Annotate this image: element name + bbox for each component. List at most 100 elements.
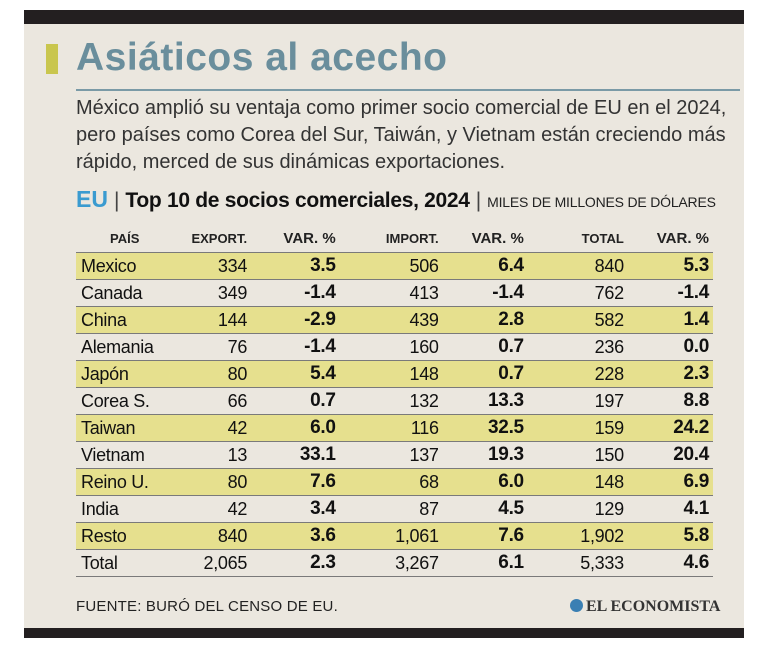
cell-import-var: 6.4 bbox=[442, 252, 528, 280]
cell-export: 80 bbox=[173, 360, 252, 388]
bottom-border-bar bbox=[24, 628, 744, 638]
cell-total: 582 bbox=[527, 306, 628, 334]
cell-export: 66 bbox=[173, 387, 252, 415]
header-country: PAÍS bbox=[110, 230, 140, 246]
cell-import: 160 bbox=[339, 333, 443, 361]
cell-total: 762 bbox=[527, 279, 628, 307]
heading-eu: EU bbox=[76, 186, 108, 212]
cell-total: 5,333 bbox=[527, 549, 628, 577]
subtitle-text: México amplió su ventaja como primer soc… bbox=[76, 97, 727, 173]
cell-import-var: 2.8 bbox=[442, 306, 528, 334]
table-row: Alemania 76 -1.4 160 0.7 236 0.0 bbox=[76, 333, 713, 361]
cell-import: 132 bbox=[339, 387, 443, 415]
table-row: Reino U. 80 7.6 68 6.0 148 6.9 bbox=[76, 468, 713, 496]
table-row: Taiwan 42 6.0 116 32.5 159 24.2 bbox=[76, 414, 713, 442]
table-row: Resto 840 3.6 1,061 7.6 1,902 5.8 bbox=[76, 522, 713, 550]
cell-country: Vietnam bbox=[76, 441, 174, 469]
logo-text: EL ECONOMISTA bbox=[586, 598, 721, 615]
cell-export-var: 3.4 bbox=[251, 495, 340, 523]
cell-total-var: 24.2 bbox=[627, 414, 713, 442]
cell-country: Alemania bbox=[76, 333, 174, 361]
cell-country: India bbox=[76, 495, 174, 523]
table-row: Mexico 334 3.5 506 6.4 840 5.3 bbox=[76, 252, 713, 280]
cell-export-var: -1.4 bbox=[251, 333, 340, 361]
cell-export-var: 5.4 bbox=[251, 360, 340, 388]
table-header-row: PAÍS EXPORT. VAR. % IMPORT. VAR. % TOTAL… bbox=[76, 224, 713, 253]
cell-country: Taiwan bbox=[76, 414, 174, 442]
cell-total: 197 bbox=[527, 387, 628, 415]
cell-country: Japón bbox=[76, 360, 174, 388]
cell-import: 1,061 bbox=[339, 522, 443, 550]
cell-total: 159 bbox=[527, 414, 628, 442]
cell-import: 439 bbox=[339, 306, 443, 334]
table-row: India 42 3.4 87 4.5 129 4.1 bbox=[76, 495, 713, 523]
header-export-var: VAR. % bbox=[283, 229, 336, 247]
cell-total: 148 bbox=[527, 468, 628, 496]
cell-export-var: 6.0 bbox=[251, 414, 340, 442]
cell-total-var: 0.0 bbox=[627, 333, 713, 361]
cell-total: 150 bbox=[527, 441, 628, 469]
header-export: EXPORT. bbox=[191, 230, 248, 246]
cell-export: 76 bbox=[173, 333, 252, 361]
cell-country: Resto bbox=[76, 522, 174, 550]
cell-export-var: 7.6 bbox=[251, 468, 340, 496]
cell-import: 148 bbox=[339, 360, 443, 388]
cell-import-var: 32.5 bbox=[442, 414, 528, 442]
cell-import-var: 13.3 bbox=[442, 387, 528, 415]
cell-country: Corea S. bbox=[76, 387, 174, 415]
cell-export-var: 2.3 bbox=[251, 549, 340, 577]
cell-export: 42 bbox=[173, 495, 252, 523]
cell-country: Canada bbox=[76, 279, 174, 307]
table-row: Canada 349 -1.4 413 -1.4 762 -1.4 bbox=[76, 279, 713, 307]
cell-export: 144 bbox=[173, 306, 252, 334]
cell-export-var: 3.6 bbox=[251, 522, 340, 550]
heading-separator: | bbox=[113, 189, 120, 212]
cell-export: 334 bbox=[173, 252, 252, 280]
heading-units: MILES DE MILLONES DE DÓLARES bbox=[487, 194, 716, 210]
cell-country: Reino U. bbox=[76, 468, 174, 496]
cell-export: 349 bbox=[173, 279, 252, 307]
cell-export-var: 3.5 bbox=[251, 252, 340, 280]
cell-import-var: 7.6 bbox=[442, 522, 528, 550]
cell-total-var: 2.3 bbox=[627, 360, 713, 388]
cell-total: 228 bbox=[527, 360, 628, 388]
header-import-var: VAR. % bbox=[471, 229, 524, 247]
cell-total-var: 4.1 bbox=[627, 495, 713, 523]
cell-export-var: -2.9 bbox=[251, 306, 340, 334]
table-row: Vietnam 13 33.1 137 19.3 150 20.4 bbox=[76, 441, 713, 469]
cell-export: 80 bbox=[173, 468, 252, 496]
cell-export: 13 bbox=[173, 441, 252, 469]
title-divider bbox=[76, 89, 740, 91]
cell-import: 506 bbox=[339, 252, 443, 280]
cell-total-var: 20.4 bbox=[627, 441, 713, 469]
table-row: Japón 80 5.4 148 0.7 228 2.3 bbox=[76, 360, 713, 388]
title-accent-bar bbox=[46, 44, 58, 74]
cell-import-var: 4.5 bbox=[442, 495, 528, 523]
table-row: China 144 -2.9 439 2.8 582 1.4 bbox=[76, 306, 713, 334]
cell-export: 42 bbox=[173, 414, 252, 442]
cell-import-var: 6.1 bbox=[442, 549, 528, 577]
cell-total-var: 4.6 bbox=[627, 549, 713, 577]
cell-import: 3,267 bbox=[339, 549, 443, 577]
cell-import: 413 bbox=[339, 279, 443, 307]
table-row-total: Total 2,065 2.3 3,267 6.1 5,333 4.6 bbox=[76, 549, 713, 577]
publisher-logo: EL ECONOMISTA bbox=[570, 598, 720, 616]
cell-total: 1,902 bbox=[527, 522, 628, 550]
heading-separator: | bbox=[475, 189, 482, 212]
cell-import-var: 19.3 bbox=[442, 441, 528, 469]
page-title: Asiáticos al acecho bbox=[76, 36, 448, 79]
cell-country: Total bbox=[76, 549, 174, 577]
cell-import: 87 bbox=[339, 495, 443, 523]
heading-main: Top 10 de socios comerciales, 2024 bbox=[125, 189, 470, 212]
cell-total-var: 1.4 bbox=[627, 306, 713, 334]
cell-import: 68 bbox=[339, 468, 443, 496]
cell-total-var: -1.4 bbox=[627, 279, 713, 307]
cell-import-var: 6.0 bbox=[442, 468, 528, 496]
header-total: TOTAL bbox=[581, 230, 624, 246]
cell-total-var: 8.8 bbox=[627, 387, 713, 415]
cell-export-var: 33.1 bbox=[251, 441, 340, 469]
cell-total-var: 6.9 bbox=[627, 468, 713, 496]
cell-total-var: 5.8 bbox=[627, 522, 713, 550]
cell-export-var: 0.7 bbox=[251, 387, 340, 415]
